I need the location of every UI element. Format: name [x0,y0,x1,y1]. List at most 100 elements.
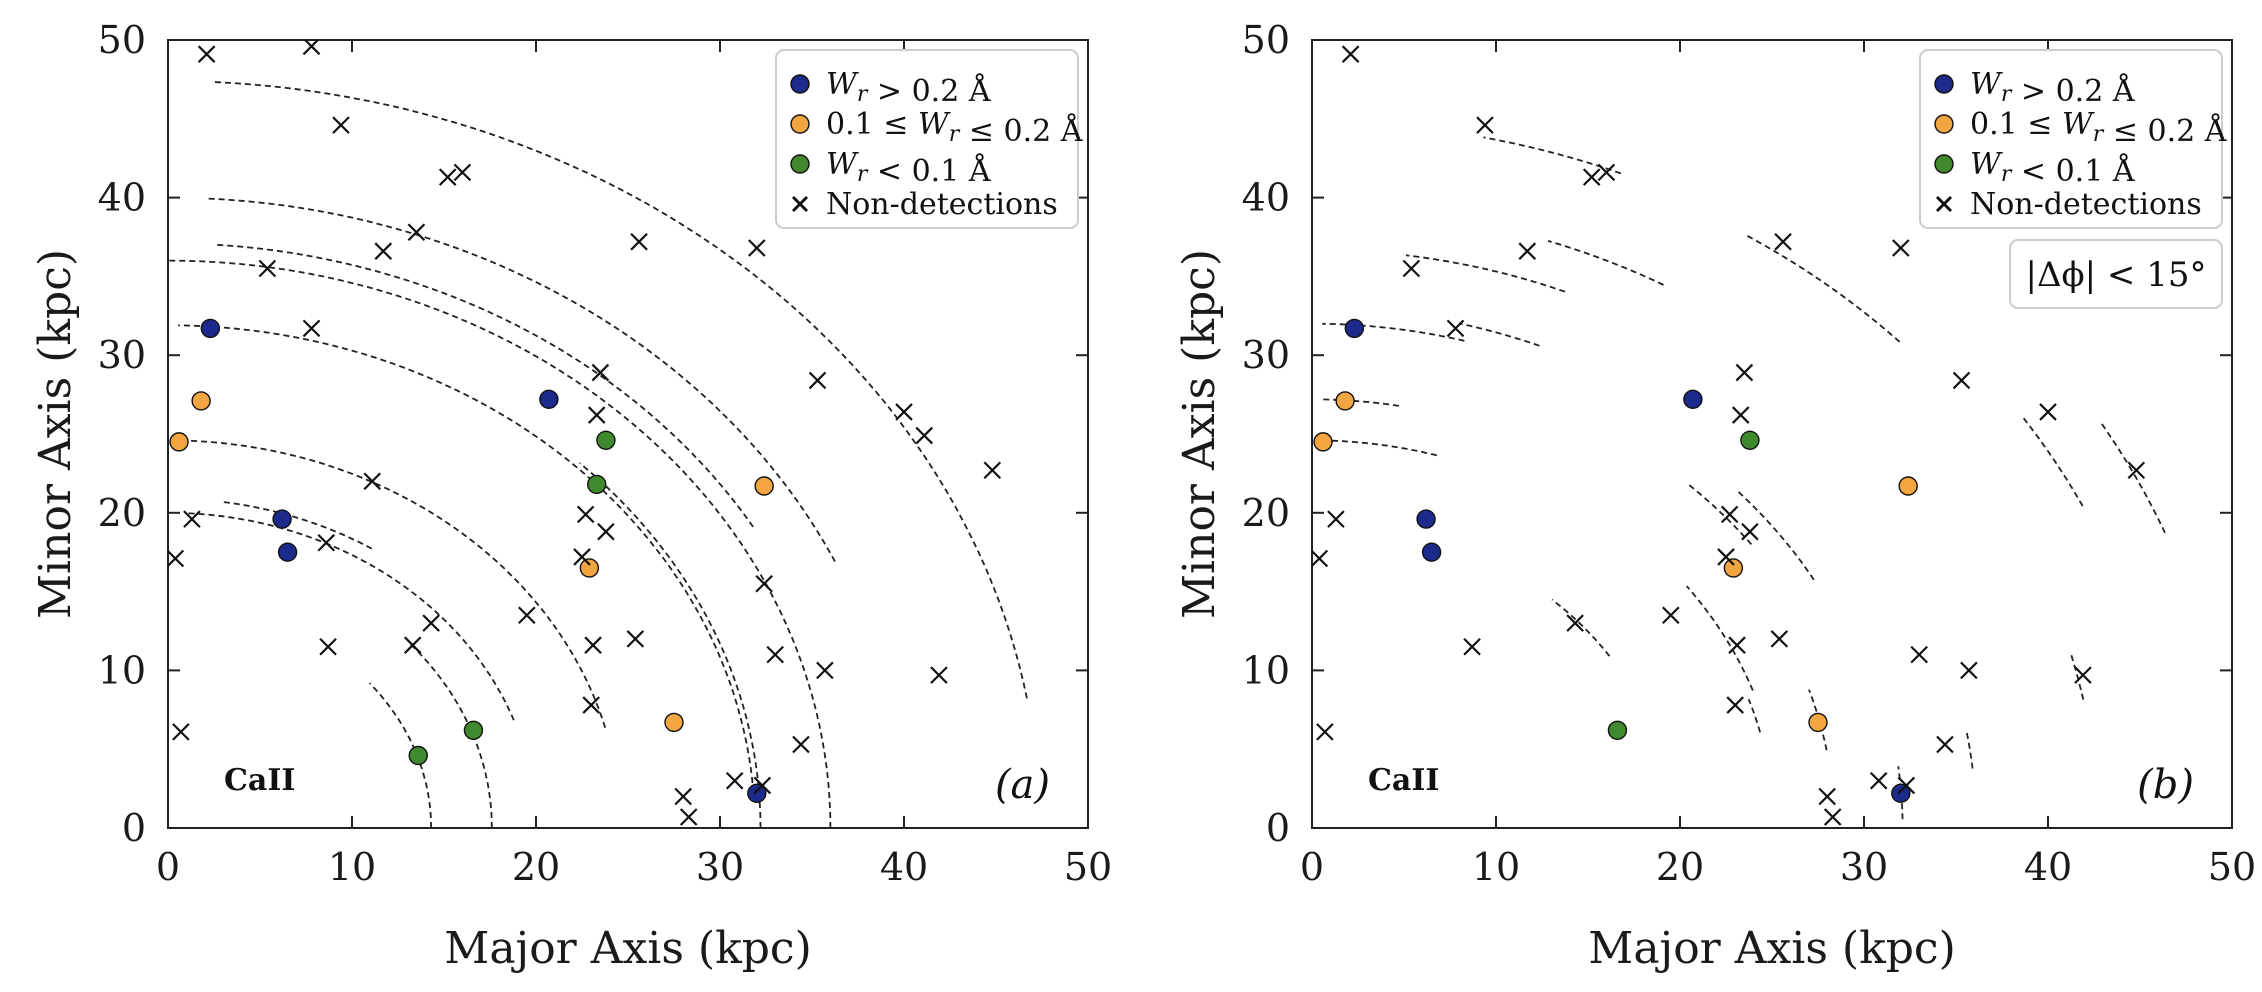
strong-absorber-point [1421,542,1442,562]
y-tick-label: 20 [1242,491,1290,535]
rotation-arc [1747,698,1761,733]
nondetection-marker [1341,45,1360,63]
y-tick-label: 40 [98,176,146,220]
nondetection-marker [332,116,350,134]
weak-absorber-point [463,720,484,740]
rotation-arc [1320,398,1400,407]
nondetection-marker [582,696,600,714]
rotation-arc [1965,728,1974,769]
x-tick-label: 30 [1840,845,1888,889]
nondetection-marker [895,403,913,421]
rotation-arc [2022,416,2084,507]
x-axis-title: Major Axis (kpc) [1588,923,1955,974]
nondetection-marker [1741,522,1759,541]
legend-marker-strong [1934,74,1954,94]
panel-a: 0 10 20 30 40 50 0 10 20 30 40 50 Major Axis (kpc) Mi… [30,18,1112,974]
rotation-arc [1483,136,1622,175]
y-tick-label: 30 [98,333,146,377]
x-tick-label: 20 [1656,845,1704,889]
nondetection-marker [407,223,426,242]
y-tick-label: 50 [1242,18,1290,62]
rotation-arc [178,324,755,793]
y-tick-label: 30 [1242,333,1290,377]
medium-absorber-point [754,476,774,496]
legend: Wr > 0.2 Å0.1 ≤ Wr ≤ 0.2 ÅWr < 0.1 ÅNon-… [775,49,1083,229]
legend-label-strong: Wr > 0.2 Å [1970,67,2135,109]
rotation-arc [215,243,754,528]
nondetection-marker [2039,403,2057,421]
rotation-arc [221,500,373,550]
legend-marker-strong [790,74,810,94]
nondetection-marker [1566,614,1584,632]
y-tick-label: 0 [122,806,146,850]
legend-label-strong: Wr > 0.2 Å [826,67,991,109]
nondetection-marker [2127,461,2146,480]
medium-absorber-point [579,558,600,578]
nondetection-marker [626,630,645,648]
strong-absorber-point [747,783,767,804]
weak-absorber-point [587,474,607,495]
x-tick-label: 50 [1064,845,1112,889]
rotation-arc [1319,439,1437,457]
nondetection-marker [1910,645,1928,664]
rotation-arc [206,197,836,563]
nondetection-marker [1869,771,1888,790]
x-axis-title: Major Axis (kpc) [444,923,811,974]
nondetection-marker [1731,406,1750,424]
medium-absorber-point [1808,712,1828,733]
nondetection-marker [1726,696,1744,714]
nondetection-marker [317,533,336,552]
y-tick-label: 50 [98,18,146,62]
nondetection-marker [302,40,321,56]
strong-absorber-point [272,509,292,529]
nondetection-marker [1720,505,1739,524]
legend-label-nondetection: Non-detections [826,187,1058,222]
rotation-arc [187,512,515,721]
nondetection-marker [1952,371,1971,390]
strong-absorber-point [539,389,559,410]
nondetection-marker [1597,163,1616,182]
x-tick-label: 0 [156,845,180,889]
nondetection-marker [587,406,606,424]
legend-x-marker [791,195,809,213]
legend-label-medium: 0.1 ≤ Wr ≤ 0.2 Å [1970,107,2227,149]
nondetection-marker [1774,232,1792,251]
nondetection-marker [302,319,321,338]
nondetection-marker [1518,242,1537,260]
medium-absorber-point [191,391,211,411]
legend-label-nondetection: Non-detections [1970,187,2202,222]
weak-absorber-point [596,430,616,451]
medium-absorber-point [1723,558,1744,578]
rotation-arc [368,682,432,828]
weak-absorber-point [1607,720,1628,740]
nondetection-marker [422,614,440,632]
nondetection-marker [1823,808,1842,826]
rotation-arc [2070,653,2085,700]
nondetection-marker [197,45,216,63]
legend-box [775,49,1079,229]
ion-label: CaII [224,763,295,798]
nondetection-marker [748,239,766,257]
nondetection-marker [1446,319,1465,338]
nondetection-marker [591,363,610,382]
nondetection-marker [674,787,692,806]
nondetection-marker [630,232,648,251]
nondetection-marker [1476,116,1494,134]
angle-cut-box [2009,239,2223,309]
medium-absorber-point [169,432,189,452]
nondetection-marker [725,771,744,790]
nondetection-marker [915,426,934,445]
nondetection-marker [1316,723,1334,741]
x-tick-label: 30 [696,845,744,889]
y-tick-label: 0 [1266,806,1290,850]
x-tick-label: 10 [328,845,376,889]
legend-marker-medium [1934,114,1954,134]
panel-label: (b) [2137,762,2194,808]
rotation-arc [1686,585,1754,691]
nondetection-marker [808,371,827,390]
rotation-arc [2099,421,2166,534]
nondetection-marker [258,259,277,278]
medium-absorber-point [1335,391,1355,411]
nondetection-marker [1735,363,1754,382]
panel-b: 0 10 20 30 40 50 0 10 20 30 40 50 Major Axis (kpc) Mi… [1174,18,2256,974]
